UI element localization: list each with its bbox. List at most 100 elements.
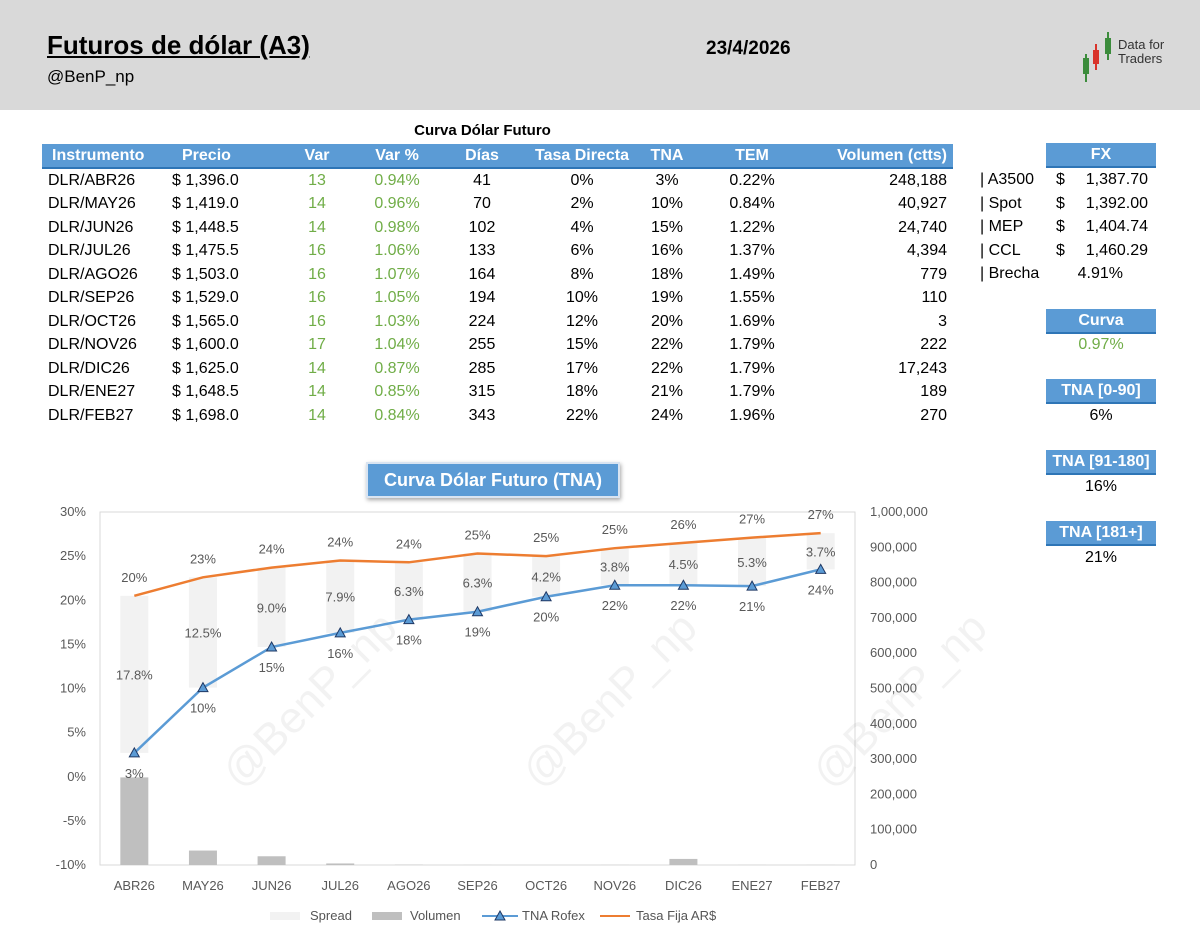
cell-precio: $ 1,529.0 (172, 289, 239, 307)
spread-label: 6.3% (394, 584, 424, 599)
legend-swatch-tna-rofex (482, 909, 518, 921)
cell-tasa-directa: 4% (570, 218, 594, 236)
chart-title: Curva Dólar Futuro (TNA) (366, 462, 620, 498)
tna-181-value: 21% (1084, 549, 1118, 566)
watermark: @BenP_np (512, 603, 706, 797)
x-tick-label: NOV26 (593, 878, 636, 893)
cell-precio: $ 1,419.0 (172, 195, 239, 213)
fx-currency: $ (1056, 241, 1065, 259)
y-left-tick-label: -5% (63, 813, 87, 828)
curva-header: Curva (1046, 309, 1156, 334)
tasa-fija-label: 25% (533, 530, 559, 545)
col-instrumento: Instrumento (42, 144, 172, 169)
y-right-tick-label: 800,000 (870, 575, 917, 590)
cell-var: 14 (308, 218, 326, 236)
col-var-pct: Var % (357, 144, 437, 169)
tasa-fija-label: 27% (808, 507, 834, 522)
x-tick-label: OCT26 (525, 878, 567, 893)
table-row: DLR/JUL26 $ 1,475.5 16 1.06% 133 6% 16% 1.37% 4,… (42, 240, 953, 264)
cell-tna: 10% (650, 195, 684, 213)
y-right-tick-label: 500,000 (870, 681, 917, 696)
spread-bar (463, 553, 492, 612)
tna-rofex-marker (540, 590, 552, 602)
spread-label: 17.8% (116, 667, 153, 682)
cell-tna: 16% (650, 242, 684, 260)
y-right-tick-label: 900,000 (870, 539, 917, 554)
cell-instrumento: DLR/OCT26 (48, 312, 137, 330)
table-row: DLR/JUN26 $ 1,448.5 14 0.98% 102 4% 15% 1.22% 24… (42, 216, 953, 240)
table-row: DLR/OCT26 $ 1,565.0 16 1.03% 224 12% 20% 1.69% 3 (42, 310, 953, 334)
spread-label: 5.3% (737, 555, 767, 570)
fx-row-mep: | MEP $ 1,404.74 (978, 215, 1158, 238)
cell-var-pct: 0.84% (374, 406, 420, 424)
cell-volumen: 222 (920, 336, 947, 354)
tna-rofex-label: 22% (602, 598, 628, 613)
tna-0-90-header: TNA [0-90] (1046, 379, 1156, 404)
volumen-bar (188, 850, 217, 865)
logo-line-1: Data for (1118, 37, 1165, 52)
fx-value: 1,392.00 (1085, 194, 1148, 212)
y-left-tick-label: 5% (67, 725, 86, 740)
tna-rofex-label: 24% (808, 582, 834, 597)
cell-volumen: 17,243 (898, 359, 947, 377)
tna-181-header: TNA [181+] (1046, 521, 1156, 546)
spread-bar (669, 542, 698, 586)
cell-tna: 20% (650, 312, 684, 330)
table-title: Curva Dólar Futuro (414, 122, 551, 139)
cell-var: 14 (308, 383, 326, 401)
cell-var-pct: 0.94% (374, 171, 420, 189)
cell-precio: $ 1,648.5 (172, 383, 239, 401)
col-tna: TNA (637, 144, 697, 169)
col-precio: Precio (172, 144, 277, 169)
cell-var: 17 (308, 336, 326, 354)
spread-bar (188, 577, 217, 688)
spread-label: 4.2% (531, 569, 561, 584)
cell-tasa-directa: 2% (570, 195, 594, 213)
x-tick-label: ABR26 (114, 878, 155, 893)
fx-value: 1,404.74 (1085, 218, 1148, 235)
table-row: DLR/DIC26 $ 1,625.0 14 0.87% 285 17% 22% 1.79% 1… (42, 357, 953, 381)
y-right-tick-label: 1,000,000 (870, 504, 928, 519)
cell-tem: 1.55% (729, 289, 775, 307)
cell-volumen: 270 (920, 406, 947, 424)
tasa-fija-label: 24% (259, 542, 285, 557)
legend-label-volumen: Volumen (410, 908, 461, 923)
cell-var-pct: 1.07% (374, 265, 420, 283)
legend-label-tna-rofex: TNA Rofex (522, 908, 585, 923)
logo-line-2: Traders (1118, 51, 1163, 66)
cell-dias: 194 (468, 289, 496, 307)
cell-tasa-directa: 8% (570, 265, 594, 283)
cell-var-pct: 1.03% (374, 312, 420, 330)
cell-volumen: 40,927 (898, 195, 947, 213)
cell-instrumento: DLR/NOV26 (48, 336, 137, 354)
x-tick-label: MAY26 (182, 878, 224, 893)
spread-label: 6.3% (463, 576, 493, 591)
y-left-tick-label: -10% (56, 857, 87, 872)
cell-dias: 255 (468, 336, 496, 354)
cell-tem: 1.69% (729, 312, 775, 330)
fx-value: 4.91% (1077, 265, 1123, 282)
legend-label-tasa-fija: Tasa Fija AR$ (636, 908, 717, 923)
cell-volumen: 189 (920, 383, 947, 401)
cell-dias: 41 (473, 171, 491, 189)
cell-tem: 1.79% (729, 383, 775, 401)
tna-rofex-label: 21% (739, 599, 765, 614)
tasa-fija-label: 24% (396, 536, 422, 551)
report-date: 23/4/2026 (706, 38, 791, 59)
tasa-fija-line (133, 531, 821, 598)
cell-var-pct: 1.06% (374, 242, 420, 260)
futures-table: Instrumento Precio Var Var % Días Tasa D… (42, 144, 953, 428)
tasa-fija-label: 26% (670, 517, 696, 532)
spread-label: 9.0% (257, 600, 287, 615)
cell-precio: $ 1,448.5 (172, 218, 239, 236)
table-header-row: Instrumento Precio Var Var % Días Tasa D… (42, 144, 953, 169)
y-left-tick-label: 25% (60, 548, 86, 563)
spread-bar (738, 537, 767, 587)
spread-label: 7.9% (325, 590, 355, 605)
cell-tem: 0.84% (729, 195, 775, 213)
spread-label: 3.8% (600, 560, 630, 575)
table-row: DLR/ABR26 $ 1,396.0 13 0.94% 41 0% 3% 0.22% 248,… (42, 168, 953, 193)
tna-rofex-marker (677, 579, 690, 590)
table-row: DLR/AGO26 $ 1,503.0 16 1.07% 164 8% 18% 1.49% 77… (42, 263, 953, 287)
cell-dias: 164 (468, 265, 496, 283)
